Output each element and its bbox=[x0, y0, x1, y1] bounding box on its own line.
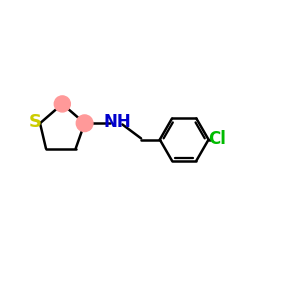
Circle shape bbox=[76, 115, 93, 132]
Text: Cl: Cl bbox=[208, 130, 226, 148]
Circle shape bbox=[54, 96, 70, 112]
Text: S: S bbox=[29, 113, 42, 131]
Text: NH: NH bbox=[103, 113, 131, 131]
